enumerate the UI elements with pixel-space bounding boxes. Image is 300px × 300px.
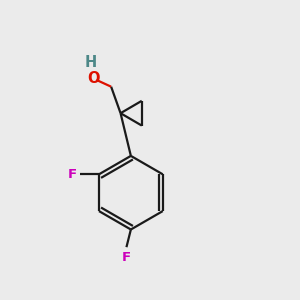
Text: H: H: [85, 55, 97, 70]
Text: F: F: [122, 251, 131, 264]
Text: O: O: [87, 71, 100, 86]
Text: F: F: [68, 168, 77, 181]
